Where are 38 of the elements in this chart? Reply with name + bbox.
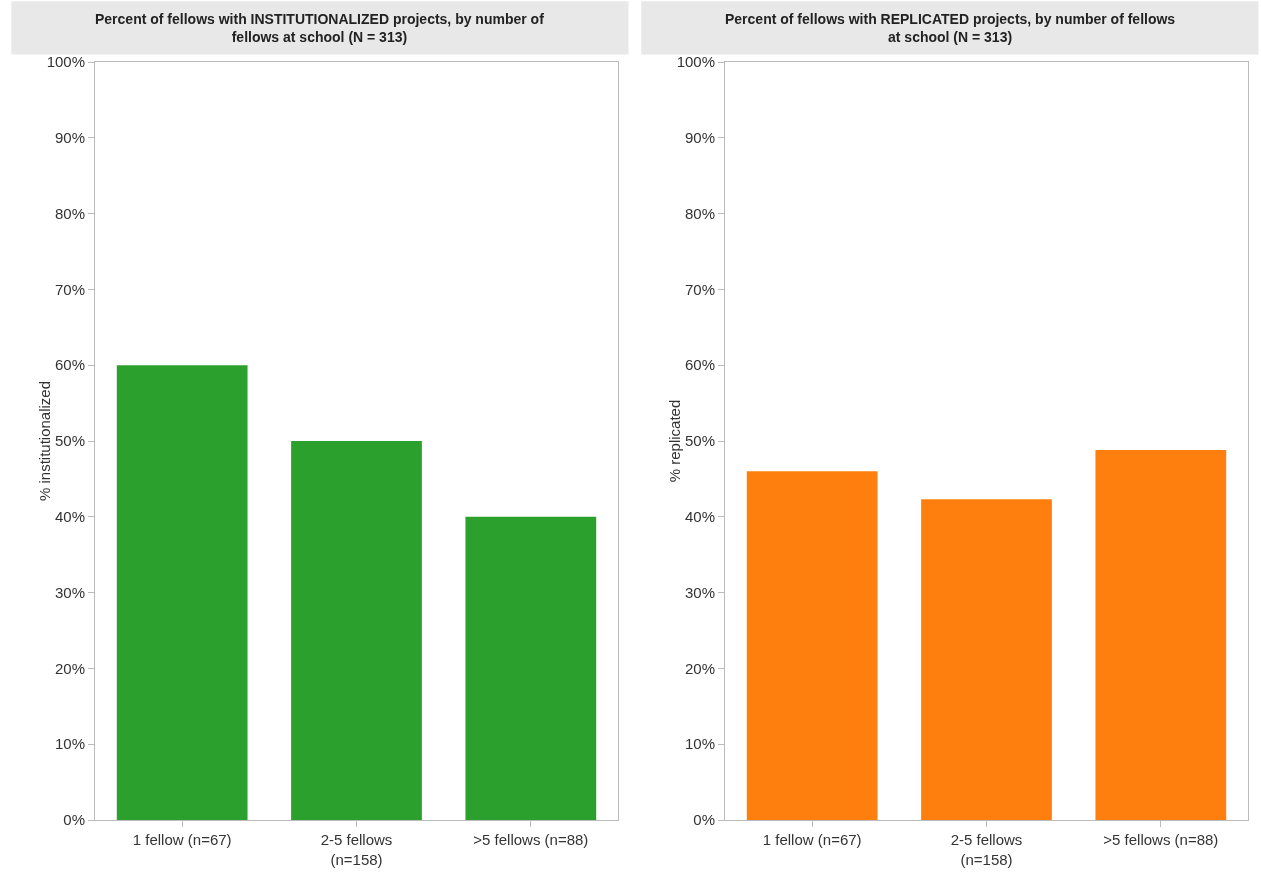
bar [291, 441, 422, 820]
x-tick-label: 2-5 fellows (n=158) [320, 831, 393, 868]
y-tick-label: 60% [54, 356, 85, 374]
x-tick-label: >5 fellows (n=88) [1103, 831, 1219, 848]
bar [116, 365, 248, 820]
x-tick-label: 1 fellow (n=67) [132, 831, 232, 848]
y-tick-label: 70% [684, 280, 715, 298]
y-axis-title: % replicated [665, 399, 683, 483]
chart-title: Percent of fellows with REPLICATED projects, by number of fellows at school (N = 313) [725, 11, 1176, 46]
bar [921, 499, 1052, 820]
y-tick-label: 10% [684, 735, 715, 753]
bar [465, 516, 597, 820]
y-tick-label: 40% [684, 508, 715, 526]
y-tick-label: 20% [54, 659, 85, 677]
x-tick-label: 2-5 fellows (n=158) [950, 831, 1023, 868]
y-tick-label: 90% [54, 129, 85, 147]
y-tick-label: 70% [54, 280, 85, 298]
y-tick-label: 40% [54, 508, 85, 526]
chart-title: Percent of fellows with INSTITUTIONALIZED projects, by number of fellows at school (N = 313) [95, 11, 545, 46]
y-tick-label: 50% [54, 432, 85, 450]
y-tick-label: 0% [693, 811, 715, 829]
y-tick-label: 100% [46, 53, 85, 71]
bar [1095, 450, 1227, 820]
y-axis-title: % institutionalized [35, 380, 53, 502]
bar [746, 471, 878, 820]
y-tick-label: 10% [54, 735, 85, 753]
y-tick-label: 60% [684, 356, 715, 374]
y-tick-label: 0% [63, 811, 85, 829]
x-tick-label: 1 fellow (n=67) [762, 831, 862, 848]
y-tick-label: 90% [684, 129, 715, 147]
y-tick-label: 100% [676, 53, 715, 71]
y-tick-label: 20% [684, 659, 715, 677]
y-tick-label: 30% [684, 583, 715, 601]
y-tick-label: 30% [54, 583, 85, 601]
x-tick-label: >5 fellows (n=88) [473, 831, 589, 848]
y-tick-label: 80% [54, 204, 85, 222]
y-tick-label: 80% [684, 204, 715, 222]
y-tick-label: 50% [684, 432, 715, 450]
